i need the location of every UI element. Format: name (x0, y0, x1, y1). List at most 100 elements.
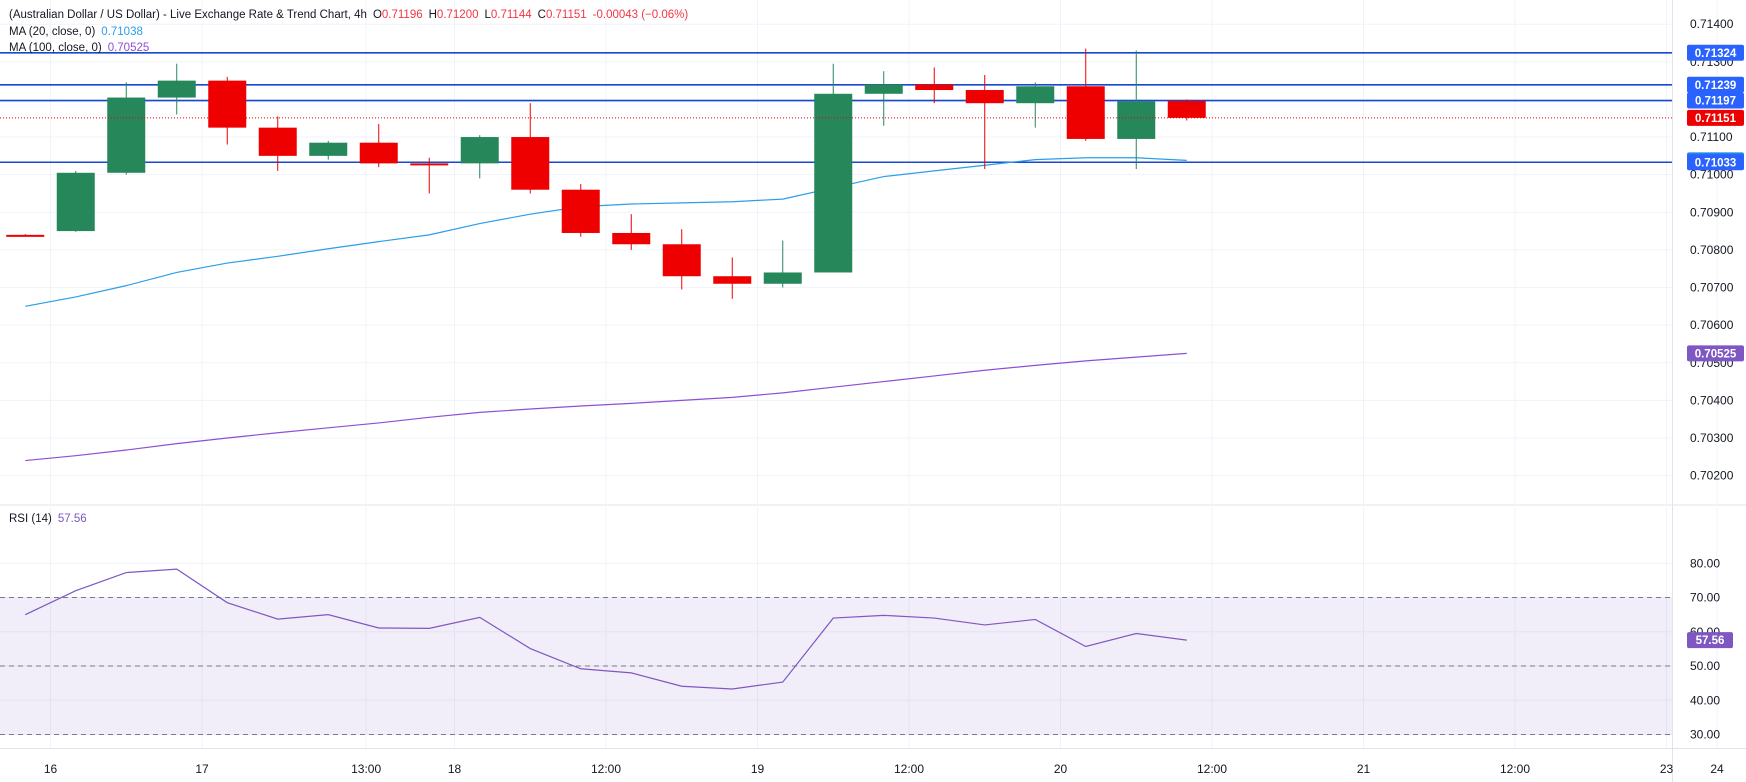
candle (864, 71, 903, 126)
price-badge-text: 0.71324 (1695, 48, 1737, 60)
price-axis[interactable]: 0.702000.703000.704000.705000.706000.707… (1672, 0, 1734, 782)
price-tick-label: 0.71400 (1690, 17, 1734, 31)
candle (915, 67, 954, 104)
rsi-value: 57.56 (57, 513, 87, 525)
candle (56, 170, 95, 232)
price-badge-text: 0.71197 (1695, 96, 1736, 108)
time-tick-label: 13:00 (351, 762, 381, 776)
candle-body (1016, 86, 1055, 104)
candle-body (460, 137, 499, 164)
rsi-tick-label: 70.00 (1690, 591, 1720, 605)
close-label: C (537, 9, 546, 21)
candle (258, 116, 297, 171)
rsi-pane (0, 504, 1746, 749)
price-badge-bg (1687, 76, 1744, 93)
price-badge-text: 0.70525 (1695, 348, 1737, 360)
price-tick-label: 0.71100 (1690, 130, 1733, 144)
time-tick-label: 12:00 (591, 762, 621, 776)
price-tick-label: 0.70200 (1690, 469, 1734, 483)
ma100-path (25, 352, 1187, 462)
candle-body (965, 90, 1004, 104)
candle (662, 229, 701, 290)
time-tick-label: 20 (1054, 762, 1068, 776)
rsi-tick-label: 50.00 (1690, 659, 1720, 673)
candle-body (814, 93, 853, 273)
candle-body (763, 272, 802, 284)
candle (1016, 82, 1055, 128)
ma100-value: 0.70525 (107, 42, 150, 54)
time-axis[interactable]: 16 17 13:00 18 12:00 19 12:00 20 12:00 21 12:00 23 2… (44, 762, 1724, 776)
candle (763, 240, 802, 288)
chart-header: (Australian Dollar / US Dollar) - Live E… (9, 8, 688, 23)
price-tick-label: 0.70400 (1690, 393, 1734, 407)
candle-body (1117, 101, 1156, 139)
price-badge-bg (1687, 44, 1744, 61)
time-tick-label: 23 (1660, 762, 1674, 776)
ma20-line (25, 157, 1187, 307)
low-label: L (484, 9, 491, 21)
price-badge-bg (1687, 345, 1744, 362)
change-value: -0.00043 (−0.06%) (592, 9, 689, 21)
high-label: H (428, 9, 437, 21)
ma20-legend[interactable]: MA (20, close, 0) 0.71038 (9, 25, 143, 40)
open-label: O (372, 9, 382, 21)
rsi-badge-bg (1687, 632, 1733, 649)
candlestick-series (6, 48, 1206, 299)
price-badge-text: 0.71033 (1695, 157, 1737, 169)
candle-body (511, 137, 550, 190)
candle (460, 135, 499, 179)
candle-body (915, 84, 954, 91)
time-tick-label: 16 (44, 762, 58, 776)
price-badge-text: 0.71151 (1695, 113, 1737, 125)
rsi-label: RSI (14) (9, 513, 52, 525)
ma100-legend[interactable]: MA (100, close, 0) 0.70525 (9, 41, 149, 56)
price-tick-label: 0.70700 (1690, 281, 1734, 295)
candle-body (612, 232, 651, 245)
price-badge: 0.71239 (1687, 76, 1744, 93)
rsi-badge-text: 57.56 (1696, 635, 1725, 647)
time-tick-label: 12:00 (1500, 762, 1530, 776)
ma20-label: MA (20, close, 0) (9, 26, 96, 38)
price-tick-label: 0.70300 (1690, 431, 1734, 445)
price-badge: 0.71033 (1687, 154, 1744, 171)
open-value: 0.71196 (381, 9, 423, 21)
candle-body (713, 276, 752, 284)
candle (6, 234, 45, 237)
candle-body (6, 234, 45, 237)
candle-body (1066, 86, 1105, 139)
close-value: 0.71151 (545, 9, 587, 21)
candle-body (1167, 100, 1206, 118)
candle (561, 184, 600, 237)
candle-body (56, 172, 95, 232)
chart-title: (Australian Dollar / US Dollar) - Live E… (9, 9, 367, 21)
low-value: 0.71144 (490, 9, 532, 21)
rsi-legend[interactable]: RSI (14) 57.56 (9, 512, 87, 527)
candle (410, 157, 449, 194)
time-tick-label: 18 (448, 762, 462, 776)
price-badge-bg (1687, 109, 1744, 126)
candle (107, 82, 146, 175)
time-tick-label: 24 (1710, 762, 1724, 776)
candle-body (410, 163, 449, 166)
candle-body (258, 127, 297, 156)
price-tick-label: 0.70800 (1690, 243, 1734, 257)
candle (814, 63, 853, 273)
candle (713, 257, 752, 299)
candle-body (157, 80, 196, 98)
ma100-label: MA (100, close, 0) (9, 42, 102, 54)
price-badges: 0.713240.712390.711970.711510.710380.710… (1687, 44, 1744, 649)
ma100-line (25, 352, 1187, 462)
candle-body (107, 97, 146, 173)
candle-body (561, 189, 600, 233)
candle-body (309, 142, 348, 156)
ma20-path (25, 157, 1187, 307)
candle (309, 140, 348, 160)
candle (1066, 48, 1105, 141)
price-tick-label: 0.70600 (1690, 318, 1734, 332)
candle (208, 76, 247, 145)
candle (511, 103, 550, 194)
time-tick-label: 21 (1357, 762, 1371, 776)
rsi-tick-label: 30.00 (1690, 728, 1720, 742)
high-value: 0.71200 (436, 9, 479, 21)
